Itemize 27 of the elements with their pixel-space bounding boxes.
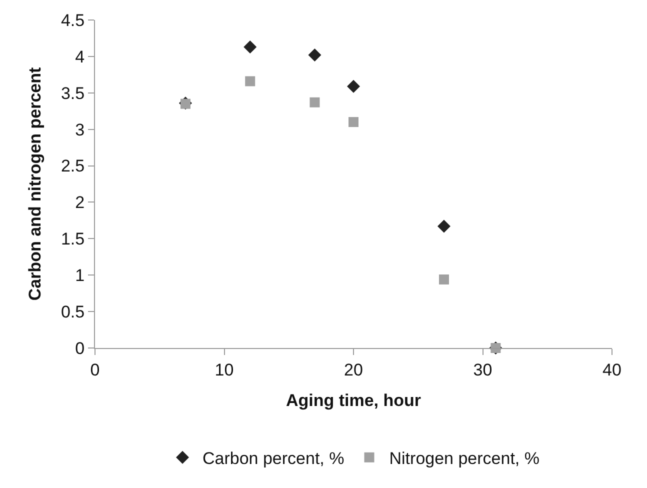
y-tick-label: 1.5 xyxy=(60,230,85,249)
y-tick-label: 4 xyxy=(75,47,85,66)
point xyxy=(245,76,256,86)
legend-label: Carbon percent, % xyxy=(202,449,344,468)
y-tick-label: 3 xyxy=(75,120,85,140)
point xyxy=(308,48,322,62)
legend-label: Nitrogen percent, % xyxy=(389,449,540,468)
x-axis-title: Aging time, hour xyxy=(286,390,422,410)
point xyxy=(437,220,450,233)
y-tick-label: 0 xyxy=(75,338,85,358)
y-axis-title: Carbon and nitrogen percent xyxy=(26,67,45,301)
point xyxy=(348,117,358,128)
y-tick-label: 2 xyxy=(75,193,85,212)
x-tick-label: 10 xyxy=(214,360,234,380)
point xyxy=(438,274,449,284)
point xyxy=(347,80,360,93)
x-tick-label: 40 xyxy=(602,360,622,380)
y-tick-label: 3.5 xyxy=(60,84,85,103)
point xyxy=(244,40,257,54)
x-tick-label: 30 xyxy=(473,360,492,380)
y-tick-label: 0.5 xyxy=(60,302,85,322)
y-tick-label: 2.5 xyxy=(60,156,85,176)
x-tick-label: 20 xyxy=(344,360,363,380)
point xyxy=(310,97,320,108)
x-tick-label: 0 xyxy=(90,360,100,380)
y-tick-label: 4.5 xyxy=(60,10,85,30)
y-tick-label: 1 xyxy=(75,266,85,286)
